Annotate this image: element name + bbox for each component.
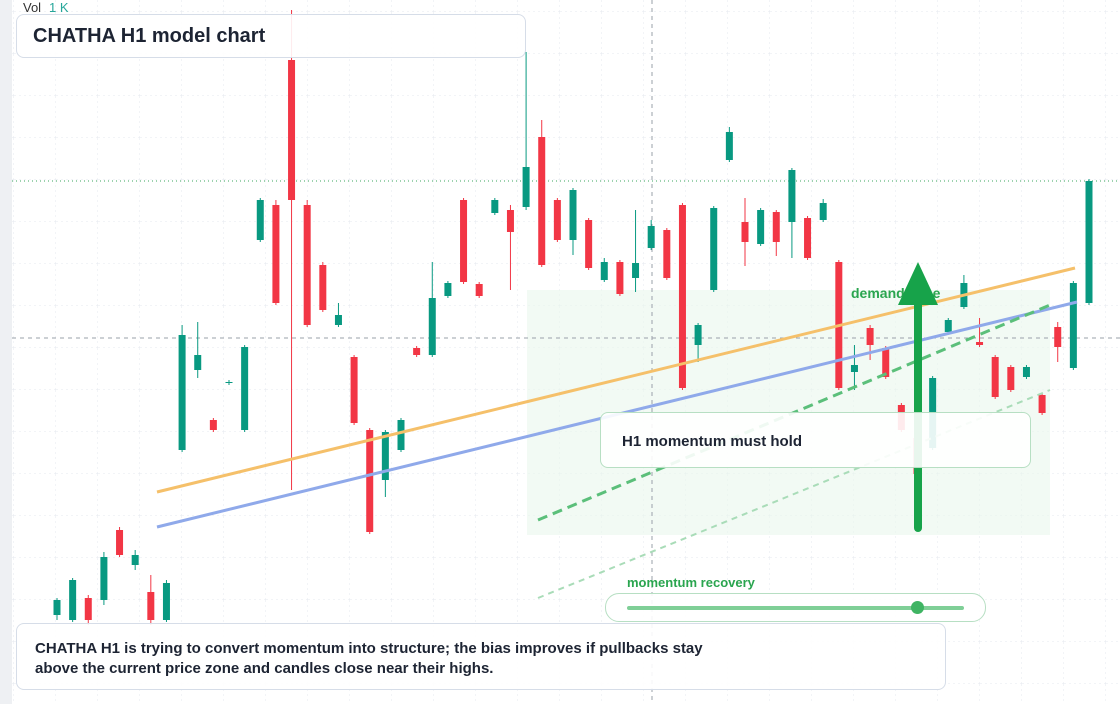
candle-body (804, 218, 812, 258)
candle-body (84, 598, 92, 620)
candle-body (475, 284, 483, 296)
candle-body (585, 220, 593, 268)
volume-title: Vol (23, 0, 41, 15)
candle-body (1007, 367, 1015, 390)
candle-body (976, 342, 984, 345)
summary-box: CHATHA H1 is trying to convert momentum … (16, 623, 946, 690)
candle-body (647, 226, 655, 248)
candle-body (553, 200, 561, 240)
candle-body (241, 347, 249, 430)
arrow-head (898, 262, 938, 305)
candle-body (100, 557, 108, 600)
candle-body (710, 208, 718, 290)
volume-value: 1 K (49, 0, 69, 15)
slider[interactable] (605, 593, 986, 622)
candle-body (147, 592, 155, 620)
callout-text: H1 momentum must hold (622, 433, 803, 450)
callout-box: H1 momentum must hold (600, 412, 1031, 468)
slider-label: momentum recovery (627, 575, 755, 590)
candle-body (632, 263, 640, 278)
candle-body (819, 203, 827, 220)
candle-body (444, 283, 452, 296)
candle-body (397, 420, 405, 450)
chart-title: CHATHA H1 model chart (33, 25, 266, 47)
candle-body (678, 205, 686, 388)
candle-body (757, 210, 765, 244)
candle-body (350, 357, 358, 423)
candle-body (288, 60, 296, 200)
candle-body (225, 382, 233, 383)
candle-body (616, 262, 624, 294)
candle-body (1069, 283, 1077, 368)
candle-body (116, 530, 124, 555)
candle-body (178, 335, 186, 450)
candle-body (53, 600, 61, 615)
candle-body (663, 230, 671, 278)
candle-body (788, 170, 796, 222)
slider-knob[interactable] (911, 601, 924, 614)
candle-body (850, 365, 858, 372)
candle-body (162, 583, 170, 620)
candle-body (381, 432, 389, 480)
candle-body (209, 420, 217, 430)
candle-body (256, 200, 264, 240)
candle-body (1085, 181, 1093, 303)
left-strip (0, 0, 12, 704)
candle-body (194, 355, 202, 370)
candle-body (491, 200, 499, 213)
candle-body (1022, 367, 1030, 377)
candle-body (694, 325, 702, 345)
title-box: CHATHA H1 model chart (16, 14, 526, 58)
candle-body (460, 200, 468, 282)
candle-body (1054, 327, 1062, 347)
candle-body (366, 430, 374, 532)
slider-track (627, 606, 964, 610)
candle-body (303, 205, 311, 325)
trend-light (537, 389, 1051, 599)
candle-body (725, 132, 733, 160)
candle-body (866, 328, 874, 345)
candle-body (334, 315, 342, 325)
summary-text: CHATHA H1 is trying to convert momentum … (35, 640, 703, 677)
candle-body (882, 348, 890, 377)
candle-body (506, 210, 514, 232)
candle-body (428, 298, 436, 355)
candle-body (69, 580, 77, 620)
candle-body (772, 212, 780, 242)
candle-body (522, 167, 530, 207)
candle-body (569, 190, 577, 240)
candle-body (741, 222, 749, 242)
candle-body (131, 555, 139, 565)
candle-body (319, 265, 327, 310)
candle-body (538, 137, 546, 265)
candle-body (413, 348, 421, 355)
candle-body (272, 205, 280, 303)
candle-body (991, 357, 999, 397)
candle-body (1038, 395, 1046, 413)
candle-body (600, 262, 608, 280)
candle-body (944, 320, 952, 332)
